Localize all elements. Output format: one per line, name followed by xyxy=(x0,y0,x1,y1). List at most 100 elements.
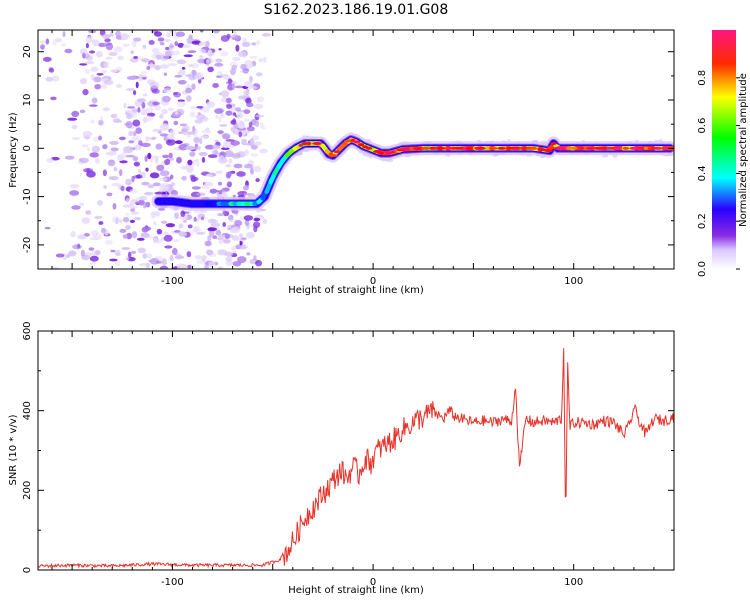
ridge-peak xyxy=(497,146,506,150)
noise-speckle xyxy=(110,69,118,73)
noise-speckle xyxy=(126,232,132,240)
noise-speckle xyxy=(91,145,100,153)
noise-speckle xyxy=(249,85,256,89)
noise-speckle xyxy=(165,138,176,146)
ridge-peak xyxy=(613,146,622,150)
noise-speckle xyxy=(192,125,196,133)
noise-speckle xyxy=(143,115,153,122)
noise-speckle xyxy=(230,34,240,40)
noise-speckle xyxy=(170,50,180,56)
noise-speckle xyxy=(189,111,196,118)
noise-speckle xyxy=(122,43,130,47)
ridge-peak xyxy=(390,150,396,154)
noise-speckle xyxy=(207,49,213,55)
noise-speckle xyxy=(231,246,237,251)
noise-speckle xyxy=(204,240,212,247)
ridge-peak xyxy=(342,142,348,145)
noise-speckle xyxy=(161,95,171,103)
noise-speckle xyxy=(253,225,258,233)
noise-speckle xyxy=(262,218,268,225)
noise-speckle xyxy=(61,43,67,47)
ridge-peak xyxy=(579,146,585,150)
noise-speckle xyxy=(214,108,224,114)
noise-speckle xyxy=(52,75,60,82)
noise-speckle xyxy=(121,247,130,250)
noise-speckle xyxy=(99,116,103,121)
noise-speckle xyxy=(193,216,197,222)
noise-speckle xyxy=(105,43,114,51)
noise-speckle xyxy=(261,33,271,37)
noise-speckle xyxy=(137,107,141,113)
noise-speckle xyxy=(133,90,137,96)
noise-speckle xyxy=(243,185,249,191)
noise-speckle xyxy=(129,219,135,223)
ridge-peak xyxy=(477,146,486,150)
noise-speckle xyxy=(140,232,150,238)
noise-speckle xyxy=(234,220,243,227)
noise-speckle xyxy=(230,68,236,76)
noise-speckle xyxy=(218,116,222,123)
frequency-ridge xyxy=(151,132,674,211)
noise-speckle xyxy=(107,159,116,167)
noise-speckle xyxy=(154,191,163,195)
noise-speckle xyxy=(258,57,263,63)
noise-speckle xyxy=(138,263,149,267)
noise-speckle xyxy=(114,249,121,256)
ridge-peak xyxy=(663,146,669,150)
noise-speckle xyxy=(198,41,206,46)
ridge-peak xyxy=(437,146,446,150)
noise-speckle xyxy=(183,54,193,58)
noise-speckle xyxy=(198,151,208,157)
noise-speckle xyxy=(142,93,148,97)
noise-speckle xyxy=(256,96,265,103)
y-tick-label: -10 xyxy=(22,188,33,204)
noise-speckle xyxy=(176,59,187,65)
noise-speckle xyxy=(218,190,223,195)
x-tick-label: -100 xyxy=(161,577,184,588)
noise-speckle xyxy=(234,85,245,89)
noise-speckle xyxy=(240,244,246,250)
noise-speckle xyxy=(50,266,60,269)
noise-speckle xyxy=(137,247,146,254)
noise-speckle xyxy=(165,46,170,51)
noise-speckle xyxy=(222,222,226,227)
noise-speckle xyxy=(67,117,78,121)
noise-speckle xyxy=(164,38,171,43)
noise-speckle xyxy=(168,59,177,62)
noise-speckle xyxy=(125,213,130,216)
noise-speckle xyxy=(237,256,247,264)
noise-speckle xyxy=(85,210,92,215)
noise-speckle xyxy=(201,255,208,260)
noise-speckle xyxy=(152,101,160,106)
noise-speckle xyxy=(172,92,178,95)
noise-speckle xyxy=(145,167,149,172)
noise-speckle xyxy=(251,42,257,46)
noise-speckle xyxy=(113,166,118,172)
noise-speckle xyxy=(147,184,155,189)
noise-speckle xyxy=(89,152,99,158)
noise-speckle xyxy=(223,141,229,149)
noise-speckle xyxy=(123,102,127,109)
noise-speckle xyxy=(131,231,138,239)
noise-speckle xyxy=(186,251,192,258)
noise-speckle xyxy=(144,155,148,163)
noise-speckle xyxy=(79,157,89,163)
noise-speckle xyxy=(218,48,222,51)
noise-speckle xyxy=(206,249,214,256)
noise-speckle xyxy=(212,149,219,156)
noise-speckle xyxy=(108,52,118,56)
noise-speckle xyxy=(126,197,130,203)
noise-speckle xyxy=(96,72,104,76)
noise-speckle xyxy=(243,109,251,114)
noise-speckle xyxy=(85,42,89,49)
noise-speckle xyxy=(189,151,196,157)
noise-speckle xyxy=(152,128,162,133)
y-tick-label: -20 xyxy=(22,237,33,253)
noise-speckle xyxy=(152,182,161,187)
noise-speckle xyxy=(90,66,99,72)
y-tick-label: 400 xyxy=(22,401,33,420)
noise-speckle xyxy=(245,97,252,105)
noise-speckle xyxy=(175,31,185,37)
noise-speckle xyxy=(225,164,232,168)
